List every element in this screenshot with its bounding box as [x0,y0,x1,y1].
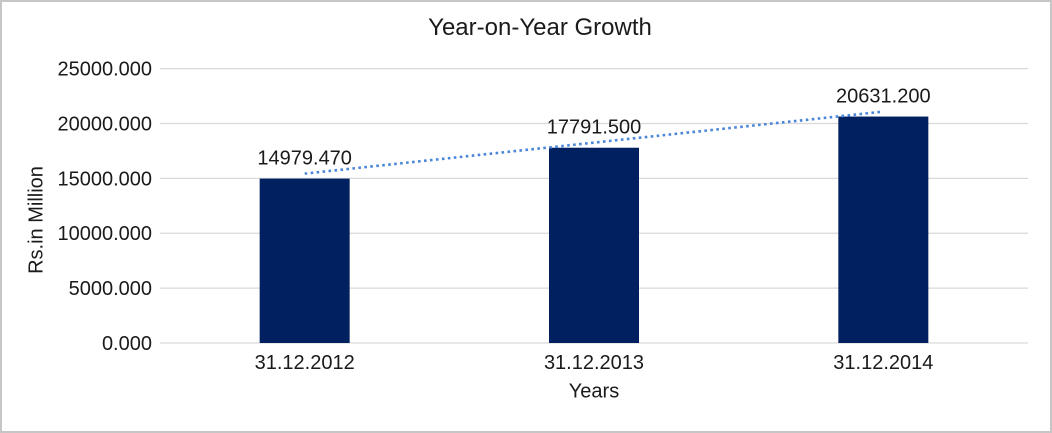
bar-data-label: 14979.470 [257,148,352,170]
x-tick-label: 31.12.2014 [833,352,933,374]
bar[interactable] [838,116,929,344]
trendline[interactable] [304,110,884,175]
y-tick-label: 20000.000 [57,113,152,135]
y-tick-label: 0.000 [102,333,152,355]
y-tick-label: 5000.000 [69,278,152,300]
bar[interactable] [259,178,350,343]
x-axis-title: Years [568,380,620,403]
y-tick-label: 15000.000 [57,168,152,190]
x-tick-label: 31.12.2013 [544,352,644,374]
bar-data-label: 20631.200 [836,86,931,108]
x-tick-label: 31.12.2012 [255,352,355,374]
bar[interactable] [549,147,639,343]
y-tick-label: 25000.000 [57,59,152,81]
y-tick-label: 10000.000 [57,223,152,245]
bar-data-label: 17791.500 [547,117,642,139]
chart-title: Year-on-Year Growth [428,14,652,41]
